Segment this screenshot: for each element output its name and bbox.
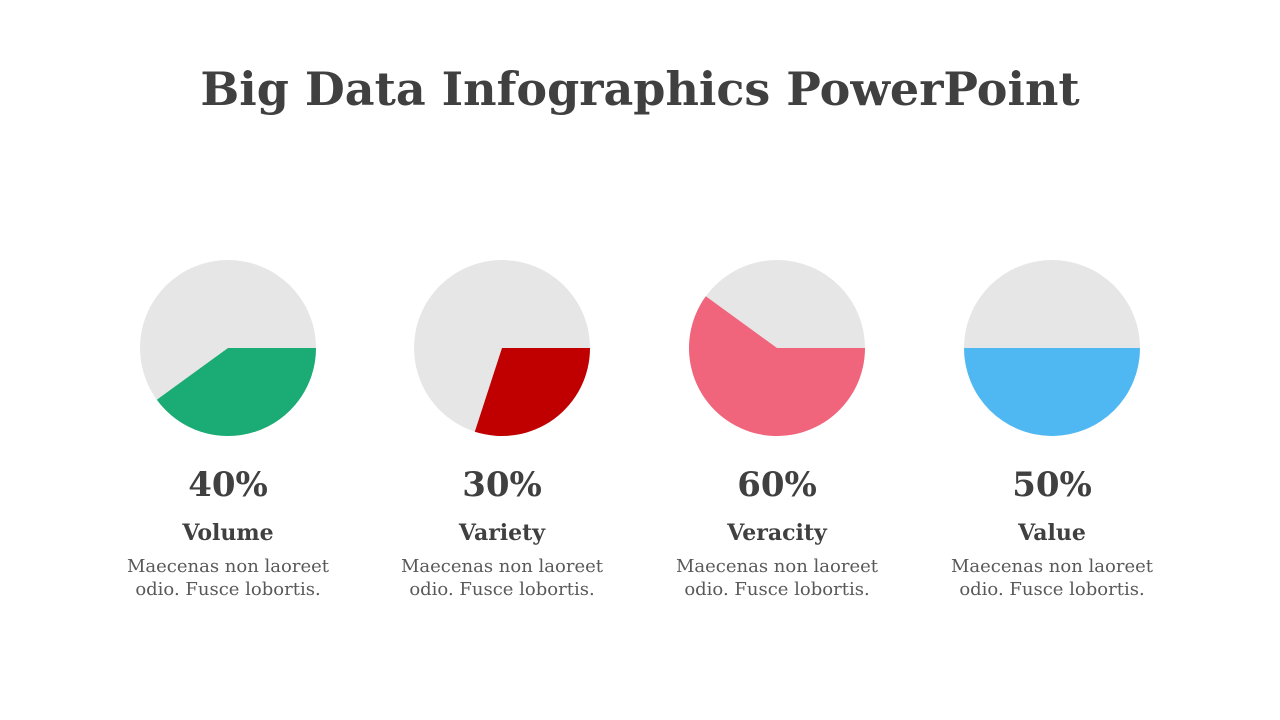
item-description: odio. Fusce lobortis.: [135, 579, 320, 600]
item-title: Value: [1017, 520, 1086, 546]
pie-slice: [474, 348, 590, 436]
slide-title: Big Data Infographics PowerPoint: [200, 62, 1080, 116]
percent-label: 30%: [462, 465, 542, 505]
item-description: Maecenas non laoreet: [127, 556, 330, 577]
item-description: odio. Fusce lobortis.: [684, 579, 869, 600]
item-description: Maecenas non laoreet: [951, 556, 1154, 577]
item-title: Volume: [181, 520, 273, 546]
item-title: Veracity: [726, 520, 828, 546]
percent-label: 60%: [737, 465, 817, 505]
item-title: Variety: [458, 520, 546, 546]
item-description: odio. Fusce lobortis.: [409, 579, 594, 600]
pie-slice: [964, 348, 1140, 436]
item-description: odio. Fusce lobortis.: [959, 579, 1144, 600]
percent-label: 40%: [188, 465, 268, 505]
item-description: Maecenas non laoreet: [676, 556, 879, 577]
item-description: Maecenas non laoreet: [401, 556, 604, 577]
pie-slice: [689, 296, 865, 436]
pie-slice: [156, 348, 316, 436]
percent-label: 50%: [1012, 465, 1092, 505]
